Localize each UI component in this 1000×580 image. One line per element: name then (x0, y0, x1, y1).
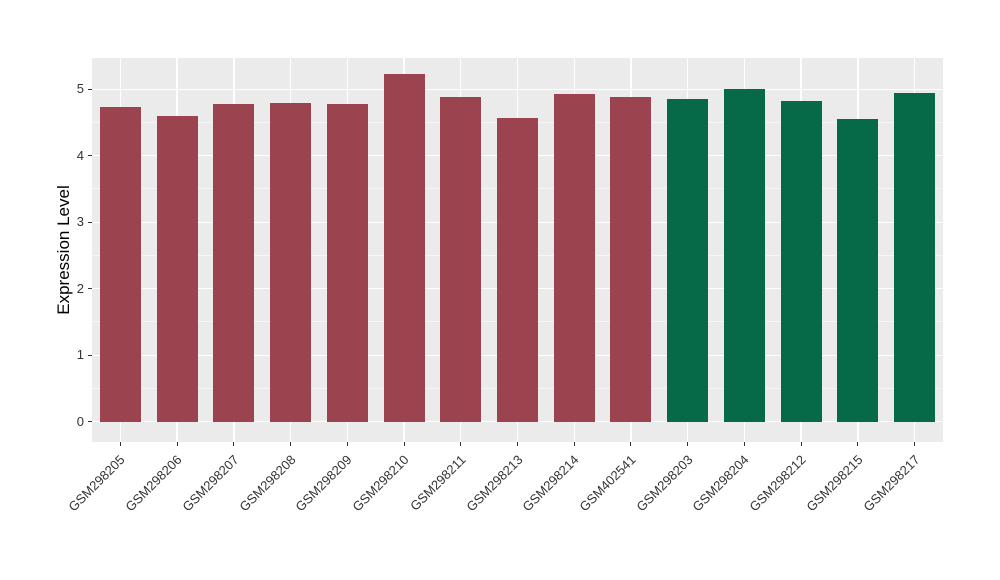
plot-panel (92, 58, 943, 442)
x-tick-label: GSM402541 (576, 452, 639, 515)
y-tick-mark (88, 288, 92, 290)
bar-GSM298217 (894, 92, 936, 422)
x-tick-mark (119, 442, 121, 446)
x-tick-mark (290, 442, 292, 446)
y-tick-label: 1 (76, 347, 84, 363)
x-tick-label: GSM298205 (65, 452, 128, 515)
bar-GSM298210 (383, 73, 425, 422)
bar-GSM298214 (553, 93, 595, 422)
x-tick-mark (630, 442, 632, 446)
x-tick-label: GSM298204 (689, 452, 753, 515)
x-tick-label: GSM298207 (179, 452, 242, 515)
bar-GSM298212 (780, 100, 822, 422)
x-tick-label: GSM298210 (349, 452, 412, 515)
x-tick-mark (403, 442, 405, 446)
x-tick-label: GSM298217 (860, 452, 923, 515)
bar-GSM298203 (667, 98, 709, 422)
x-tick-label: GSM298214 (519, 452, 582, 515)
bar-GSM298207 (213, 103, 255, 422)
x-tick-mark (857, 442, 859, 446)
bar-GSM298211 (440, 96, 482, 422)
y-tick-mark (88, 421, 92, 423)
bar-GSM298213 (497, 117, 538, 422)
x-tick-mark (743, 442, 745, 446)
bar-GSM298204 (723, 88, 765, 422)
bar-GSM298205 (99, 106, 141, 422)
bar-GSM298215 (837, 119, 879, 422)
x-tick-mark (346, 442, 348, 446)
x-tick-mark (800, 442, 802, 446)
x-tick-label: GSM298215 (803, 452, 866, 515)
bar-GSM298209 (326, 103, 368, 422)
y-tick-mark (88, 88, 92, 90)
bar-GSM402541 (610, 97, 652, 422)
bar-GSM298208 (270, 102, 312, 422)
x-tick-label: GSM298212 (746, 452, 809, 515)
x-tick-label: GSM298211 (406, 452, 469, 514)
y-tick-label: 2 (76, 280, 84, 296)
x-tick-mark (517, 442, 518, 446)
x-tick-label: GSM298206 (122, 452, 185, 515)
y-tick-mark (88, 221, 92, 223)
x-tick-label: GSM298209 (292, 452, 355, 515)
y-tick-label: 4 (76, 147, 84, 163)
y-tick-label: 0 (76, 413, 84, 429)
x-tick-mark (573, 442, 575, 446)
bar-GSM298206 (156, 115, 198, 422)
y-tick-mark (88, 155, 92, 157)
x-tick-mark (687, 442, 689, 446)
x-tick-label: GSM298203 (633, 452, 696, 515)
x-tick-mark (176, 442, 178, 446)
y-tick-mark (88, 354, 92, 356)
x-tick-label: GSM298213 (462, 452, 526, 515)
y-tick-label: 5 (76, 81, 84, 97)
x-tick-mark (914, 442, 916, 446)
x-tick-mark (460, 442, 462, 446)
x-tick-label: GSM298208 (235, 452, 299, 515)
x-tick-mark (233, 442, 235, 446)
y-tick-label: 3 (76, 214, 84, 230)
